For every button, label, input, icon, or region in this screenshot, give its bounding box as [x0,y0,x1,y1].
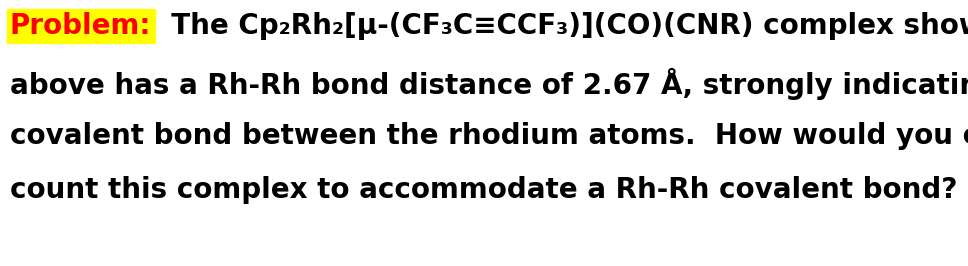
Text: covalent bond between the rhodium atoms.  How would you electron: covalent bond between the rhodium atoms.… [10,122,968,150]
Text: count this complex to accommodate a Rh-Rh covalent bond?: count this complex to accommodate a Rh-R… [10,176,957,204]
Text: Problem:: Problem: [10,12,152,40]
Text: above has a Rh-Rh bond distance of 2.67 Å, strongly indicating a: above has a Rh-Rh bond distance of 2.67 … [10,68,968,100]
Text: The Cp₂Rh₂[μ-(CF₃C≡CCF₃)](CO)(CNR) complex shown: The Cp₂Rh₂[μ-(CF₃C≡CCF₃)](CO)(CNR) compl… [152,12,968,40]
